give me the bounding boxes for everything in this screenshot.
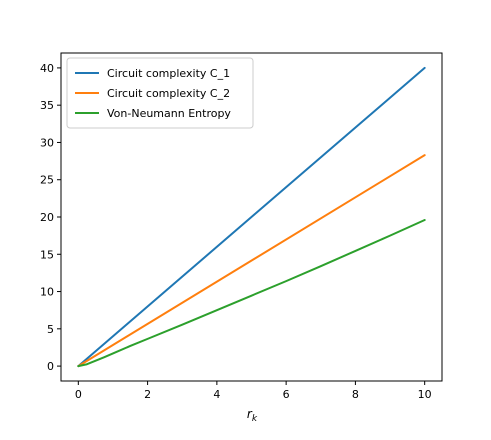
y-tick-label: 20	[40, 211, 54, 224]
y-tick-label: 5	[47, 323, 54, 336]
x-tick-label: 8	[352, 388, 359, 401]
legend-label-2: Circuit complexity C_2	[107, 87, 230, 100]
legend-box	[66, 57, 254, 129]
y-tick-label: 35	[40, 99, 54, 112]
series-line-1	[77, 66, 426, 368]
y-tick-label: 40	[40, 62, 54, 75]
series-layer	[77, 66, 426, 368]
x-tick-label: 2	[144, 388, 151, 401]
legend-label-3: Von-Neumann Entropy	[107, 107, 231, 120]
y-tick-label: 25	[40, 174, 54, 187]
series-line-2	[77, 154, 426, 368]
x-axis-label: rk	[247, 407, 258, 424]
x-tick-label: 6	[283, 388, 290, 401]
x-tick-label: 10	[418, 388, 432, 401]
y-tick-label: 10	[40, 286, 54, 299]
series-line-3	[77, 218, 426, 368]
x-axis: 0 2 4 6 8 10	[75, 381, 432, 401]
y-axis: 0 5 10 15 20 25 30 35 40	[40, 62, 61, 373]
legend-label-1: Circuit complexity C_1	[107, 67, 230, 80]
legend: Circuit complexity C_1 Circuit complexity…	[66, 57, 254, 129]
y-tick-label: 0	[47, 360, 54, 373]
x-tick-label: 4	[213, 388, 220, 401]
x-tick-label: 0	[75, 388, 82, 401]
y-tick-label: 30	[40, 136, 54, 149]
y-tick-label: 15	[40, 248, 54, 261]
